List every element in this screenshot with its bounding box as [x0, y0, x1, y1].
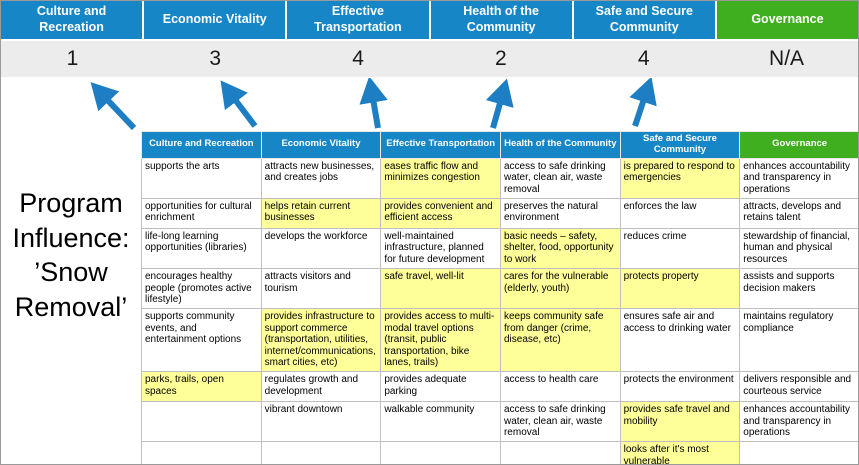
- arrow-safe-secure-icon: [629, 78, 657, 127]
- table-row-7: vibrant downtown walkable community access…: [141, 401, 858, 443]
- pillar-header-row: Culture and Recreation Economic Vitality E…: [1, 1, 858, 39]
- cell-r1-c6: enhances accountability and transparency…: [739, 157, 858, 200]
- cell-r4-c6: assists and supports decision makers: [739, 268, 858, 310]
- table-col-header-5: Safe and Secure Community: [619, 131, 741, 159]
- cell-r2-c3: provides convenient and efficient access: [380, 198, 501, 230]
- table-row-1: supports the arts attracts new businesses…: [141, 157, 858, 200]
- cell-r1-c3: eases traffic flow and minimizes congest…: [380, 157, 501, 200]
- pillar-score-3: 4: [352, 47, 364, 70]
- cell-r4-c5: protects property: [619, 268, 741, 310]
- page-title: Program Influence: ’Snow Removal’: [12, 188, 130, 322]
- cell-r5-c1: supports community events, and entertain…: [141, 308, 262, 373]
- cell-r5-c5: ensures safe air and access to drinking …: [619, 308, 741, 373]
- cell-r1-c2: attracts new businesses, and creates job…: [260, 157, 382, 200]
- cell-r3-c3: well-maintained infrastructure, planned …: [380, 228, 501, 270]
- cell-r1-c1: supports the arts: [141, 157, 262, 200]
- cell-r5-c4: keeps community safe from danger (crime,…: [499, 308, 621, 373]
- cell-r3-c6: stewardship of financial, human and phys…: [739, 228, 858, 270]
- pillar-header-3: Effective Transportation: [287, 1, 429, 39]
- table-col-header-4: Health of the Community: [499, 131, 621, 159]
- cell-r2-c6: attracts, develops and retains talent: [739, 198, 858, 230]
- cell-r2-c2: helps retain current businesses: [260, 198, 382, 230]
- cell-r4-c4: cares for the vulnerable (elderly, youth…: [499, 268, 621, 310]
- cell-r1-c5: is prepared to respond to emergencies: [619, 157, 741, 200]
- cell-r2-c4: preserves the natural environment: [499, 198, 621, 230]
- cell-r8-c6: [739, 441, 858, 464]
- cell-r2-c1: opportunities for cultural enrichment: [141, 198, 262, 230]
- cell-r6-c2: regulates growth and development: [260, 371, 382, 403]
- arrow-health-community-icon: [485, 78, 514, 129]
- main-area: Program Influence: ’Snow Removal’ Cultur…: [1, 131, 858, 464]
- cell-r8-c2: [260, 441, 382, 464]
- pillar-header-2: Economic Vitality: [144, 1, 286, 39]
- pillar-header-1: Culture and Recreation: [1, 1, 143, 39]
- table-header-row: Culture and Recreation Economic Vitality E…: [141, 131, 858, 159]
- cell-r3-c5: reduces crime: [619, 228, 741, 270]
- cell-r4-c1: encourages healthy people (promotes acti…: [141, 268, 262, 310]
- table-row-3: life-long learning opportunities (librar…: [141, 228, 858, 270]
- cell-r5-c2: provides infrastructure to support comme…: [260, 308, 382, 373]
- cell-r3-c4: basic needs – safety, shelter, food, opp…: [499, 228, 621, 270]
- cell-r3-c2: develops the workforce: [260, 228, 382, 270]
- pillar-score-2: 3: [209, 47, 222, 70]
- cell-r1-c4: access to safe drinking water, clean air…: [499, 157, 621, 200]
- cell-r4-c2: attracts visitors and tourism: [260, 268, 382, 310]
- cell-r7-c1: [141, 401, 262, 443]
- pillar-header-4: Health of the Community: [430, 1, 572, 39]
- table-col-header-1: Culture and Recreation: [141, 131, 262, 159]
- cell-r7-c4: access to safe drinking water, clean air…: [499, 401, 621, 443]
- cell-r2-c5: enforces the law: [619, 198, 741, 230]
- table-row-8: looks after it's most vulnerable: [141, 441, 858, 464]
- table-row-2: opportunities for cultural enrichment hel…: [141, 198, 858, 230]
- pillar-score-4: 2: [495, 47, 507, 70]
- pillar-score-6: N/A: [769, 47, 805, 70]
- arrow-effective-transportation-icon: [359, 78, 388, 129]
- cell-r8-c5: looks after it's most vulnerable: [619, 441, 741, 464]
- cell-r6-c4: access to health care: [499, 371, 621, 403]
- arrow-culture-recreation-icon: [90, 82, 137, 131]
- pillar-header-6: Governance: [716, 1, 858, 39]
- cell-r4-c3: safe travel, well-lit: [380, 268, 501, 310]
- table-body: supports the arts attracts new businesses…: [141, 157, 858, 464]
- pillar-score-1: 1: [66, 47, 79, 70]
- cell-r6-c3: provides adequate parking: [380, 371, 501, 403]
- cell-r7-c6: enhances accountability and transparency…: [739, 401, 858, 443]
- cell-r3-c1: life-long learning opportunities (librar…: [141, 228, 262, 270]
- table-row-5: supports community events, and entertain…: [141, 308, 858, 373]
- cell-r5-c3: provides access to multi-modal travel op…: [380, 308, 501, 373]
- table-row-6: parks, trails, open spaces regulates grow…: [141, 371, 858, 403]
- cell-r6-c5: protects the environment: [619, 371, 741, 403]
- cell-r7-c3: walkable community: [380, 401, 501, 443]
- cell-r8-c1: [141, 441, 262, 464]
- table-col-header-2: Economic Vitality: [260, 131, 382, 159]
- cell-r6-c1: parks, trails, open spaces: [141, 371, 262, 403]
- pillar-score-5: 4: [637, 47, 650, 70]
- pillar-score-row: 1 3 4 2 4 N/A: [1, 41, 858, 77]
- pillar-header-5: Safe and Secure Community: [573, 1, 715, 39]
- table-row-4: encourages healthy people (promotes acti…: [141, 268, 858, 310]
- cell-r7-c5: provides safe travel and mobility: [619, 401, 741, 443]
- cell-r7-c2: vibrant downtown: [260, 401, 382, 443]
- cell-r8-c3: [380, 441, 501, 464]
- table-col-header-3: Effective Transportation: [380, 131, 501, 159]
- table-col-header-6: Governance: [739, 131, 858, 159]
- cell-r6-c6: delivers responsible and courteous servi…: [739, 371, 858, 403]
- cell-r8-c4: [499, 441, 621, 464]
- score-arrows: [90, 78, 657, 131]
- arrow-economic-vitality-icon: [220, 80, 258, 128]
- cell-r5-c6: maintains regulatory compliance: [739, 308, 858, 373]
- influence-table: Culture and Recreation Economic Vitality E…: [141, 131, 858, 464]
